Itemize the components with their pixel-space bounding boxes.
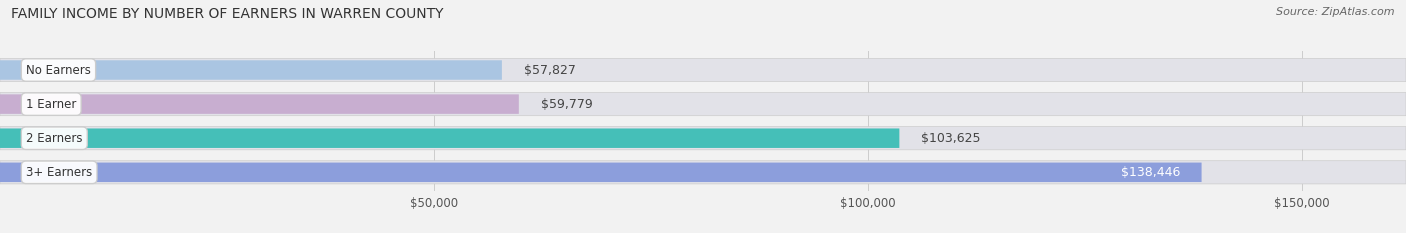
Text: 3+ Earners: 3+ Earners [27,166,93,179]
Text: $57,827: $57,827 [523,64,575,76]
FancyBboxPatch shape [0,128,900,148]
Text: FAMILY INCOME BY NUMBER OF EARNERS IN WARREN COUNTY: FAMILY INCOME BY NUMBER OF EARNERS IN WA… [11,7,444,21]
FancyBboxPatch shape [0,93,1406,116]
Text: No Earners: No Earners [27,64,91,76]
Text: $59,779: $59,779 [540,98,592,111]
FancyBboxPatch shape [0,163,1202,182]
Text: $138,446: $138,446 [1121,166,1180,179]
Text: 1 Earner: 1 Earner [27,98,76,111]
FancyBboxPatch shape [0,60,502,80]
FancyBboxPatch shape [0,58,1406,82]
Text: Source: ZipAtlas.com: Source: ZipAtlas.com [1277,7,1395,17]
Text: $103,625: $103,625 [921,132,980,145]
FancyBboxPatch shape [0,127,1406,150]
Text: 2 Earners: 2 Earners [27,132,83,145]
FancyBboxPatch shape [0,161,1406,184]
FancyBboxPatch shape [0,94,519,114]
